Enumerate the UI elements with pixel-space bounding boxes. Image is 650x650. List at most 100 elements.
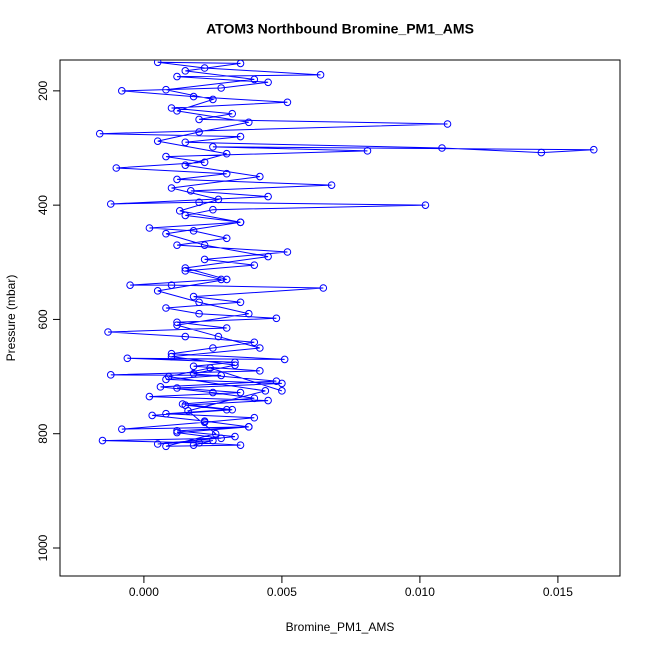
y-axis-label: Pressure (mbar) (4, 275, 18, 362)
data-point (256, 367, 264, 375)
data-point (214, 195, 223, 204)
data-point (118, 425, 126, 433)
data-point (272, 377, 281, 385)
data-point (167, 281, 176, 289)
data-point (195, 298, 203, 307)
x-tick-label: 0.000 (129, 585, 159, 599)
data-point (209, 205, 217, 214)
plot-area (95, 60, 598, 451)
data-point (231, 358, 239, 367)
data-point (106, 200, 115, 208)
data-point (200, 158, 209, 167)
data-point (173, 318, 181, 327)
x-tick-label: 0.005 (267, 585, 297, 599)
data-point (104, 328, 112, 336)
data-point (200, 64, 209, 72)
data-point (319, 284, 328, 292)
data-point (250, 394, 259, 403)
data-point (98, 436, 107, 445)
data-point (95, 129, 104, 138)
data-point (167, 352, 176, 361)
chart-title: ATOM3 Northbound Bromine_PM1_AMS (206, 21, 474, 37)
data-point (264, 192, 272, 201)
data-point (222, 275, 231, 284)
data-point (236, 441, 245, 449)
data-point (145, 392, 154, 401)
data-point (173, 428, 181, 437)
data-point (316, 71, 325, 79)
data-point (236, 298, 245, 307)
data-point (250, 413, 259, 422)
data-point (264, 78, 272, 87)
data-point (217, 84, 225, 92)
data-point (173, 384, 181, 392)
data-point (244, 118, 253, 127)
data-point (189, 362, 198, 371)
data-point (209, 143, 217, 151)
data-point (211, 429, 220, 438)
data-point (118, 87, 126, 95)
data-point (264, 252, 272, 261)
data-point (363, 147, 372, 155)
data-point (173, 241, 181, 249)
data-point (184, 407, 192, 415)
data-point (200, 255, 209, 264)
data-point (228, 109, 237, 118)
data-point (126, 281, 134, 289)
data-point (167, 184, 176, 192)
data-point (231, 432, 239, 441)
data-point (153, 440, 162, 448)
data-point (175, 207, 184, 215)
data-point (162, 152, 170, 161)
data-point (250, 338, 259, 347)
data-point (189, 92, 198, 101)
data-point (153, 137, 162, 145)
data-point (537, 148, 546, 157)
data-point (164, 372, 173, 381)
y-tick-label: 200 (36, 81, 50, 101)
data-point (112, 164, 121, 172)
data-point (222, 234, 231, 243)
data-point (173, 175, 181, 184)
data-point (173, 107, 181, 115)
data-point (195, 439, 203, 447)
data-point (244, 423, 253, 431)
data-point (209, 388, 217, 397)
data-point (123, 354, 132, 363)
data-point (264, 396, 272, 405)
data-point (443, 120, 452, 128)
data-point (156, 383, 165, 391)
x-tick-label: 0.015 (543, 585, 573, 599)
data-point (222, 169, 231, 178)
data-point (209, 344, 217, 352)
data-point (222, 324, 231, 332)
data-point (256, 172, 264, 181)
data-point (244, 309, 253, 318)
data-point (261, 387, 270, 395)
data-point (206, 364, 214, 372)
data-point (327, 181, 336, 189)
data-point (283, 98, 292, 107)
data-point (209, 95, 217, 104)
data-point (283, 248, 292, 256)
data-point (236, 388, 245, 397)
x-tick-label: 0.010 (405, 585, 435, 599)
data-point (200, 241, 209, 249)
data-point (189, 369, 198, 378)
data-point (222, 149, 231, 158)
data-point (145, 224, 154, 232)
data-point (421, 201, 430, 209)
y-tick-label: 400 (36, 195, 50, 215)
data-point (250, 75, 259, 84)
x-axis-label: Bromine_PM1_AMS (286, 620, 395, 634)
data-point (181, 267, 190, 275)
data-point (236, 218, 245, 227)
data-point (181, 264, 190, 272)
data-point (236, 60, 245, 68)
data-point (200, 417, 209, 425)
data-point (181, 138, 190, 147)
data-point (195, 128, 203, 136)
data-point (162, 304, 170, 312)
